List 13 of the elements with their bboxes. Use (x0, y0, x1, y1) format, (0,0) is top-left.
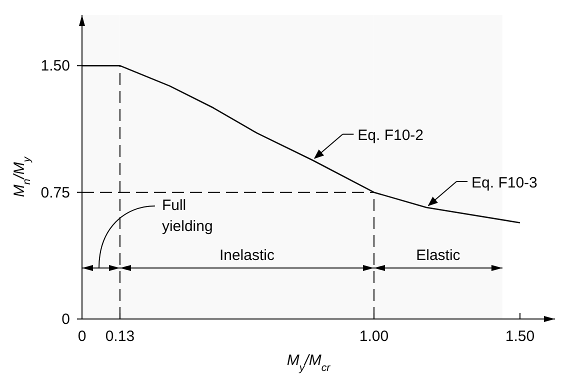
x-tick-label: 0 (78, 328, 86, 345)
x-tick-label: 0.13 (105, 328, 135, 345)
y-tick-label: 1.50 (40, 58, 70, 75)
y-tick-label: 0.75 (40, 184, 70, 202)
annotation: Eq. F10-2 (358, 127, 424, 144)
band-label: Inelastic (219, 247, 275, 264)
x-axis-title: M$_{y}$/M$_{cr}$ (286, 352, 331, 374)
band-label: Full yielding (162, 197, 213, 235)
annotation: Eq. F10-3 (472, 174, 538, 192)
y-tick-label: 0 (62, 311, 70, 328)
x-tick-label: 1.50 (505, 328, 535, 345)
x-tick-label: 1.00 (359, 328, 389, 345)
band-label: Elastic (416, 247, 461, 264)
